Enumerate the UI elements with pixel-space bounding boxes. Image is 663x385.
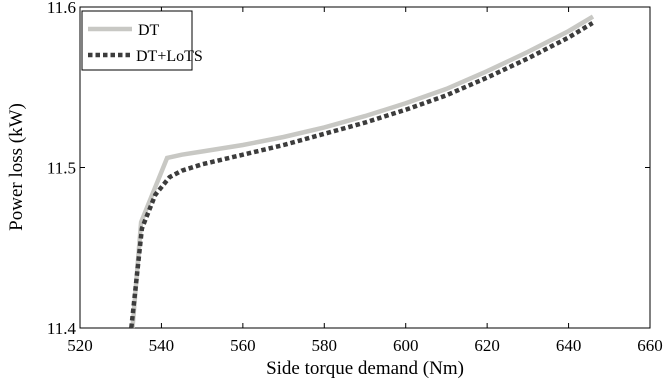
legend-label-dt: DT <box>138 22 160 39</box>
y-tick-label: 11.6 <box>47 0 76 17</box>
y-tick-label: 11.5 <box>47 159 76 178</box>
x-tick-label: 520 <box>67 336 93 355</box>
ticks <box>79 6 651 329</box>
legend-box <box>81 10 193 71</box>
y-tick-label: 11.4 <box>47 319 77 338</box>
y-axis-title: Power loss (kW) <box>6 103 27 231</box>
series-lines <box>129 14 595 329</box>
x-tick-label: 600 <box>393 336 419 355</box>
x-tick-label: 620 <box>474 336 500 355</box>
x-tick-label: 540 <box>149 336 175 355</box>
legend: DT DT+LoTS <box>81 10 203 71</box>
x-tick-label: 580 <box>312 336 338 355</box>
tick-labels: 520 540 560 580 600 620 640 660 11.4 11.5 11.6 <box>47 0 663 355</box>
x-axis-title: Side torque demand (Nm) <box>266 358 464 379</box>
legend-label-dt-lots: DT+LoTS <box>136 48 203 65</box>
x-tick-label: 640 <box>556 336 582 355</box>
series-line-dt <box>130 14 595 329</box>
x-tick-label: 660 <box>637 336 663 355</box>
x-tick-label: 560 <box>230 336 256 355</box>
